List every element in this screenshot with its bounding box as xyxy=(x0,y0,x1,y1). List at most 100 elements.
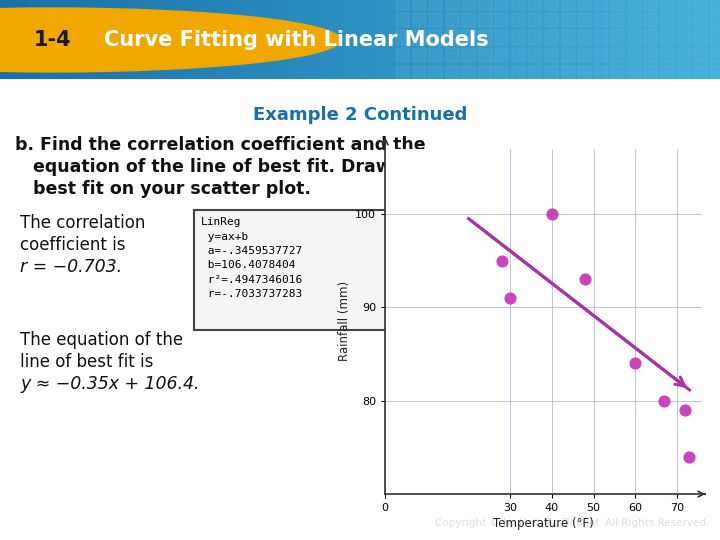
Bar xyxy=(158,0,174,80)
Bar xyxy=(230,0,246,80)
Bar xyxy=(187,0,203,80)
Bar xyxy=(0,0,16,80)
Bar xyxy=(528,30,541,45)
Point xyxy=(629,359,641,368)
Bar xyxy=(644,48,657,62)
Bar xyxy=(595,13,608,27)
Bar xyxy=(512,48,525,62)
Bar xyxy=(661,0,674,10)
Bar xyxy=(202,0,217,80)
Bar xyxy=(644,30,657,45)
Bar xyxy=(545,48,558,62)
Bar xyxy=(101,0,117,80)
Bar xyxy=(562,0,577,80)
Point xyxy=(546,210,558,218)
Point xyxy=(580,275,591,284)
Bar xyxy=(711,0,720,10)
Bar xyxy=(578,30,591,45)
Point xyxy=(659,396,670,405)
Bar xyxy=(605,0,621,80)
Bar xyxy=(512,0,525,10)
Bar xyxy=(662,0,678,80)
Bar xyxy=(595,65,608,80)
Bar xyxy=(512,13,525,27)
Bar xyxy=(711,30,720,45)
Bar xyxy=(43,0,59,80)
Bar xyxy=(694,48,707,62)
Point xyxy=(496,256,508,265)
Bar xyxy=(479,65,492,80)
Bar xyxy=(317,0,333,80)
Bar xyxy=(462,13,475,27)
Bar xyxy=(545,0,558,10)
Bar xyxy=(628,48,641,62)
Bar xyxy=(644,0,657,10)
Bar xyxy=(678,48,690,62)
Bar xyxy=(619,0,635,80)
Text: LinReg
 y=ax+b
 a=-.3459537727
 b=106.4078404
 r²=.4947346016
 r=-.7033737283: LinReg y=ax+b a=-.3459537727 b=106.40784… xyxy=(201,217,302,299)
Bar xyxy=(545,13,558,27)
Bar xyxy=(490,0,505,80)
Text: Copyright © by Holt Mc Dougal. All Rights Reserved.: Copyright © by Holt Mc Dougal. All Right… xyxy=(435,518,709,528)
Bar xyxy=(661,30,674,45)
Bar xyxy=(475,0,491,80)
Bar xyxy=(512,65,525,80)
Bar xyxy=(413,13,426,27)
Bar xyxy=(446,0,462,80)
Bar xyxy=(562,0,575,10)
Bar xyxy=(360,0,376,80)
Bar xyxy=(462,0,475,10)
Bar xyxy=(462,30,475,45)
Text: b. Find the correlation coefficient and the: b. Find the correlation coefficient and … xyxy=(15,136,426,154)
Bar xyxy=(396,48,409,62)
Bar xyxy=(628,0,641,10)
Bar xyxy=(58,0,73,80)
Bar xyxy=(694,0,707,10)
Bar xyxy=(547,0,563,80)
Bar xyxy=(694,13,707,27)
Bar xyxy=(611,65,624,80)
Bar xyxy=(595,48,608,62)
Bar xyxy=(479,13,492,27)
Bar xyxy=(173,0,189,80)
Bar xyxy=(462,65,475,80)
Bar xyxy=(562,65,575,80)
Text: best fit on your scatter plot.: best fit on your scatter plot. xyxy=(15,180,311,198)
Bar xyxy=(396,65,409,80)
Point xyxy=(505,294,516,302)
Bar xyxy=(446,30,459,45)
Circle shape xyxy=(0,8,341,72)
Bar xyxy=(396,13,409,27)
FancyBboxPatch shape xyxy=(194,210,406,330)
Bar xyxy=(259,0,275,80)
Bar xyxy=(429,48,442,62)
Bar xyxy=(628,30,641,45)
Bar xyxy=(512,30,525,45)
Text: Example 2 Continued: Example 2 Continued xyxy=(253,106,467,124)
Bar xyxy=(495,65,508,80)
Bar xyxy=(562,13,575,27)
Bar xyxy=(274,0,289,80)
Bar xyxy=(562,30,575,45)
Text: The equation of the: The equation of the xyxy=(20,331,183,349)
Bar xyxy=(694,30,707,45)
Bar xyxy=(495,48,508,62)
Bar xyxy=(413,0,426,10)
Bar xyxy=(644,65,657,80)
Bar xyxy=(446,48,459,62)
Text: y ≈ −0.35x + 106.4.: y ≈ −0.35x + 106.4. xyxy=(20,375,199,393)
Bar xyxy=(429,30,442,45)
Bar xyxy=(678,30,690,45)
Bar xyxy=(432,0,448,80)
Bar xyxy=(461,0,477,80)
Bar xyxy=(479,30,492,45)
Bar xyxy=(661,65,674,80)
Bar xyxy=(595,0,608,10)
Bar xyxy=(495,30,508,45)
Bar xyxy=(346,0,361,80)
Bar xyxy=(72,0,88,80)
Bar xyxy=(479,0,492,10)
Bar xyxy=(518,0,534,80)
Bar xyxy=(130,0,145,80)
Bar xyxy=(533,0,549,80)
